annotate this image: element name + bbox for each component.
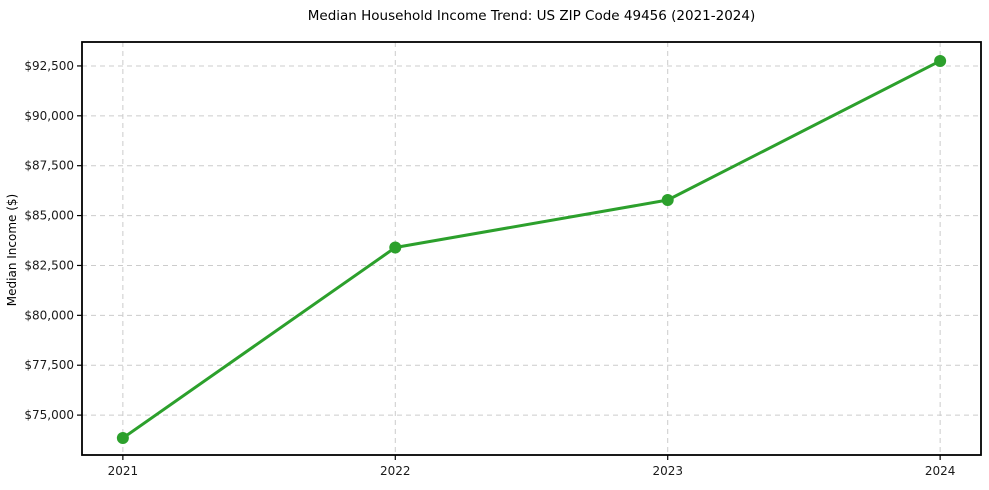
x-tick-label: 2021 — [108, 464, 139, 478]
data-point-marker — [116, 432, 129, 445]
y-tick-label: $80,000 — [24, 308, 74, 322]
data-point-marker — [934, 54, 947, 67]
y-tick-label: $82,500 — [24, 258, 74, 272]
chart-title: Median Household Income Trend: US ZIP Co… — [307, 8, 756, 24]
data-point-marker — [661, 194, 674, 207]
plot-area-border — [81, 41, 982, 456]
x-tick-label: 2023 — [652, 464, 683, 478]
x-tick-label: 2022 — [380, 464, 411, 478]
y-tick-label: $85,000 — [24, 209, 74, 223]
x-tick-label: 2024 — [925, 464, 956, 478]
y-tick-label: $75,000 — [24, 408, 74, 422]
y-tick-label: $90,000 — [24, 109, 74, 123]
y-tick-label: $77,500 — [24, 358, 74, 372]
y-tick-label: $87,500 — [24, 159, 74, 173]
y-tick-label: $92,500 — [24, 59, 74, 73]
data-point-marker — [389, 241, 402, 254]
trend-line — [121, 59, 942, 440]
